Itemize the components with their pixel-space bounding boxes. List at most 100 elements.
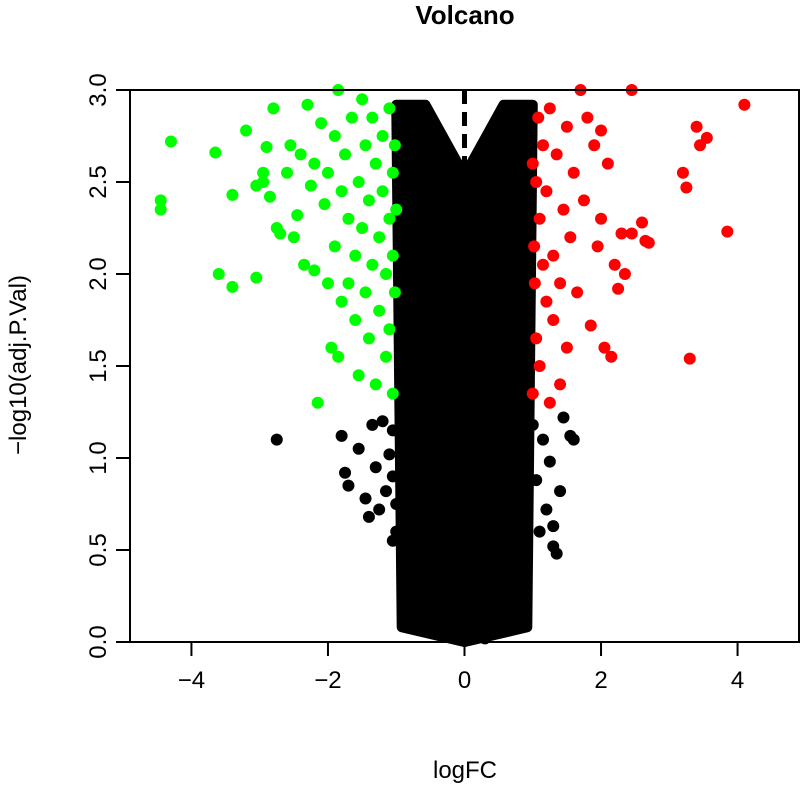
point-not_significant (567, 433, 580, 446)
point-not_significant (554, 485, 567, 498)
point-not_significant (543, 455, 556, 468)
point-down (164, 135, 177, 148)
point-not_significant (403, 577, 416, 590)
y-tick-label: 0.5 (85, 533, 112, 566)
point-down (154, 203, 167, 216)
point-down (321, 166, 334, 179)
point-not_significant (537, 433, 550, 446)
point-up (533, 360, 546, 372)
point-not_significant (386, 470, 399, 483)
point-down (274, 227, 287, 240)
point-not_significant (417, 613, 430, 626)
point-up (676, 166, 689, 179)
point-down (369, 378, 382, 391)
point-down (352, 176, 365, 188)
point-down (257, 166, 270, 179)
point-down (345, 111, 358, 124)
point-down (388, 139, 401, 152)
point-down (315, 117, 328, 130)
point-down (390, 203, 403, 216)
point-not_significant (516, 608, 529, 621)
point-not_significant (533, 525, 546, 538)
point-down (284, 139, 297, 152)
point-down (308, 264, 321, 277)
point-not_significant (342, 479, 355, 492)
y-tick-label: 0.0 (85, 625, 112, 658)
point-up (564, 231, 577, 244)
point-down (267, 102, 280, 115)
point-up (530, 176, 543, 188)
point-up (601, 157, 614, 170)
point-not_significant (438, 630, 451, 643)
point-up (547, 249, 560, 262)
point-down (349, 249, 362, 262)
point-down (373, 231, 386, 244)
point-up (543, 396, 556, 409)
y-tick-label: 2.5 (85, 165, 112, 198)
point-down (369, 157, 382, 170)
point-up (543, 102, 556, 115)
point-down (356, 93, 369, 106)
point-down (383, 323, 396, 336)
point-not_significant (366, 418, 379, 431)
point-up (595, 124, 608, 137)
point-down (388, 286, 401, 299)
y-tick-label: 2.0 (85, 257, 112, 290)
point-down (386, 166, 399, 179)
point-up (581, 111, 594, 124)
point-down (373, 304, 386, 317)
point-down (352, 369, 365, 382)
point-not_significant (376, 415, 389, 428)
point-down (362, 332, 375, 345)
point-down (376, 130, 389, 142)
point-not_significant (386, 424, 399, 437)
point-down (287, 231, 300, 244)
point-down (386, 387, 399, 400)
point-not_significant (369, 461, 382, 474)
point-not_significant (547, 520, 560, 533)
point-not_significant (509, 584, 522, 597)
point-down (349, 314, 362, 326)
point-down (154, 194, 167, 207)
x-tick-label: 4 (731, 667, 744, 694)
plot-content (154, 84, 751, 647)
point-not_significant (499, 617, 512, 630)
point-up (560, 120, 573, 133)
point-up (577, 194, 590, 207)
point-down (263, 190, 276, 203)
point-up (560, 341, 573, 354)
point-up (567, 166, 580, 179)
point-down (386, 249, 399, 262)
point-down (366, 111, 379, 124)
point-up (528, 277, 541, 290)
point-not_significant (352, 442, 365, 455)
point-up (595, 212, 608, 225)
point-down (379, 268, 392, 280)
point-not_significant (362, 510, 375, 523)
point-up (635, 216, 648, 229)
dense-region-left-band (391, 99, 470, 647)
point-not_significant (270, 433, 283, 446)
point-not_significant (550, 547, 563, 560)
point-up (625, 227, 638, 240)
y-tick-label: 1.5 (85, 349, 112, 382)
point-not_significant (390, 525, 403, 538)
point-up (557, 203, 570, 216)
point-up (526, 157, 539, 170)
point-down (335, 185, 348, 198)
point-up (533, 212, 546, 225)
point-up (537, 139, 550, 152)
point-up (532, 111, 545, 124)
y-tick-label: 3.0 (85, 73, 112, 106)
point-not_significant (373, 503, 386, 516)
point-not_significant (519, 553, 532, 566)
y-axis: 0.0 0.5 1.0 1.5 2.0 2.5 3.0 (85, 73, 130, 659)
y-axis-label: −log10(adj.P.Val) (5, 275, 32, 455)
point-up (608, 258, 621, 271)
point-not_significant (339, 466, 352, 479)
point-down (362, 194, 375, 207)
x-axis: −4 −2 0 2 4 (178, 642, 744, 694)
point-not_significant (557, 411, 570, 424)
point-up (547, 314, 560, 326)
